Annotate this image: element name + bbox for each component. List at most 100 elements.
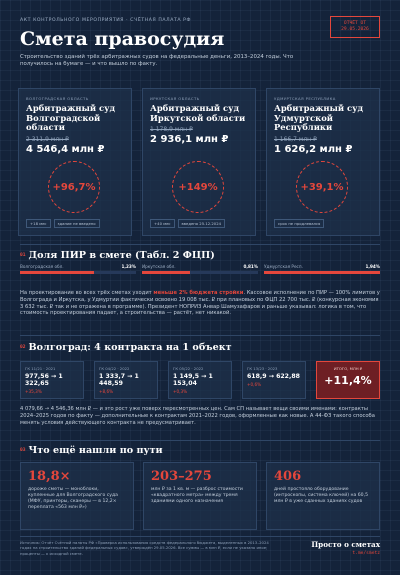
section-num: 02 (20, 345, 26, 350)
card-new: 1 626,2 млн ₽ (274, 143, 353, 155)
tag: введено 25.12.2024 (177, 219, 226, 228)
contract-cell: ГК 11/21 · 2021 977,56 → 1 322,65 +35,3% (20, 361, 84, 399)
contract-range: 977,56 → 1 322,65 (25, 373, 63, 387)
section-num: 01 (20, 253, 26, 258)
card: УДМУРТСКАЯ РЕСПУБЛИКА Арбитражный суд Удм… (266, 88, 380, 236)
contract-pct: +0,6% (247, 382, 262, 387)
finding: 18,8× дороже сметы — моноблоки, купленные… (20, 462, 134, 530)
card-new: 2 936,1 млн ₽ (150, 134, 229, 145)
card-region: ИРКУТСКАЯ ОБЛАСТЬ (150, 96, 200, 101)
divider (20, 335, 380, 336)
finding-text: дней простояло оборудование (интроскопы,… (274, 487, 368, 504)
contract-range: 1 333,7 → 1 448,59 (99, 373, 139, 387)
card-name: Арбитражный суд Удмуртской Республики (274, 103, 364, 132)
contract-id: ГК 04/22 · 2022 (99, 366, 130, 371)
bar-value: 1,94% (365, 264, 380, 269)
finding: 406 дней простояло оборудование (интроско… (266, 462, 380, 530)
card-region: ВОЛГОГРАДСКАЯ ОБЛАСТЬ (26, 96, 89, 101)
card-pct: +96,7% (48, 161, 100, 213)
bar-value: 0,81% (243, 264, 258, 269)
bar-row: Иркутская обл. 0,81% (142, 264, 258, 274)
bar (264, 271, 380, 274)
section-title: 02 Волгоград: 4 контракта на 1 объект (20, 342, 232, 353)
card-region: УДМУРТСКАЯ РЕСПУБЛИКА (274, 96, 336, 101)
section-title: 03 Что ещё нашли по пути (20, 445, 163, 456)
card-name: Арбитражный суд Иркутской области (150, 103, 246, 123)
bar-label: Удмуртская Респ. (264, 264, 303, 269)
card-old: 1 178,9 млн ₽ (150, 126, 193, 133)
divider (20, 536, 380, 537)
kicker: АКТ КОНТРОЛЬНОГО МЕРОПРИЯТИЯ · СЧЁТНАЯ П… (20, 18, 192, 23)
total-label: ИТОГО, МЛН ₽ (333, 366, 363, 371)
text: На проектирование во всех трёх сметах ух… (20, 290, 154, 296)
contract-range: 1 149,5 → 1 153,04 (173, 373, 213, 387)
bar-value: 1,23% (121, 264, 136, 269)
card-pct: +39,1% (296, 161, 348, 213)
section-text: Что ещё нашли по пути (28, 445, 163, 456)
contract-cell: ГК 04/22 · 2022 1 333,7 → 1 448,59 +8,6% (94, 361, 158, 399)
brand: Просто о сметах (311, 540, 380, 549)
section-text: Доля ПИР в смете (Табл. 2 ФЦП) (28, 250, 215, 261)
finding-text: дороже сметы — моноблоки, купленные для … (28, 487, 118, 510)
bar-track (20, 271, 136, 274)
contracts-text: 4 079,66 → 4 546,36 млн ₽ — и это рост у… (20, 406, 375, 426)
contract-pct: +8,6% (99, 389, 114, 394)
source: Источник: Отчёт Счётной палаты РФ «Прове… (20, 540, 269, 556)
card: ИРКУТСКАЯ ОБЛАСТЬ Арбитражный суд Иркутск… (142, 88, 256, 236)
finding-figure: 406 (274, 469, 302, 484)
bar-track (142, 271, 258, 274)
card-tags: +40 мес введено 25.12.2024 (150, 219, 226, 228)
bar-label: Волгоградская обл. (20, 264, 64, 269)
bar-labels: Иркутская обл. 0,81% (142, 264, 258, 269)
card-tags: срок не продлевался (274, 219, 325, 228)
section-title: 01 Доля ПИР в смете (Табл. 2 ФЦП) (20, 250, 215, 261)
divider (20, 440, 380, 441)
stamp-date: 29.05.2026 (341, 27, 369, 32)
contract-cell: ГК 13/23 · 2023 618,9 → 622,88 +0,6% (242, 361, 306, 399)
title: Смета правосудия (20, 28, 225, 50)
contract-cell: ГК 05/22 · 2022 1 149,5 → 1 153,04 +0,3% (168, 361, 232, 399)
contract-pct: +35,3% (25, 389, 42, 394)
card: ВОЛГОГРАДСКАЯ ОБЛАСТЬ Арбитражный суд Вол… (18, 88, 132, 236)
finding-figure: 203–275 (151, 469, 212, 484)
finding-figure: 18,8× (28, 469, 71, 484)
pir-text: На проектирование во всех трёх сметах ух… (20, 290, 380, 317)
finding: 203–275 млн ₽ за 1 кв. м — разброс стоимо… (143, 462, 257, 530)
tag: +18 мес (26, 219, 51, 228)
card-old: 1 166,7 млн ₽ (274, 135, 317, 143)
total-pct: +11,4% (324, 374, 372, 387)
section-text: Волгоград: 4 контракта на 1 объект (28, 342, 232, 353)
tag: +40 мес (150, 219, 175, 228)
card-new: 4 546,4 млн ₽ (26, 143, 105, 155)
total-box: ИТОГО, МЛН ₽ +11,4% (316, 361, 380, 399)
bar-track (264, 271, 380, 274)
contract-pct: +0,3% (173, 389, 188, 394)
handle: t.me/smetz (352, 551, 380, 556)
tag: здание не введено (53, 219, 100, 228)
lead: Строительство зданий трёх арбитражных су… (20, 54, 294, 67)
bar-row: Волгоградская обл. 1,23% (20, 264, 136, 274)
card-old: 2 311,9 млн ₽ (26, 135, 69, 143)
text: . Кассовое исполнение по ПИР — 100% лими… (20, 290, 380, 317)
bar (20, 271, 94, 274)
bar-labels: Удмуртская Респ. 1,94% (264, 264, 380, 269)
contract-id: ГК 13/23 · 2023 (247, 366, 278, 371)
bar-labels: Волгоградская обл. 1,23% (20, 264, 136, 269)
text-strong: меньше 2% бюджета стройки (153, 290, 244, 296)
contract-range: 618,9 → 622,88 (247, 373, 300, 380)
finding-text: млн ₽ за 1 кв. м — разброс стоимости «кв… (151, 487, 243, 504)
divider (20, 244, 380, 245)
card-tags: +18 мес здание не введено (26, 219, 100, 228)
card-name: Арбитражный суд Волгоградской области (26, 103, 116, 132)
bar (142, 271, 191, 274)
card-pct: +149% (172, 161, 224, 213)
bar-label: Иркутская обл. (142, 264, 176, 269)
bar-row: Удмуртская Респ. 1,94% (264, 264, 380, 274)
contract-id: ГК 05/22 · 2022 (173, 366, 204, 371)
contract-id: ГК 11/21 · 2021 (25, 366, 56, 371)
tag: срок не продлевался (274, 219, 325, 228)
stamp: ОТЧЁТ ОТ 29.05.2026 (330, 16, 380, 38)
stamp-top: ОТЧЁТ ОТ (343, 21, 367, 26)
